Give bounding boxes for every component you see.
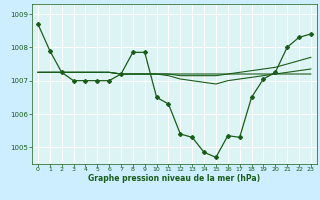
X-axis label: Graphe pression niveau de la mer (hPa): Graphe pression niveau de la mer (hPa) [88,174,260,183]
